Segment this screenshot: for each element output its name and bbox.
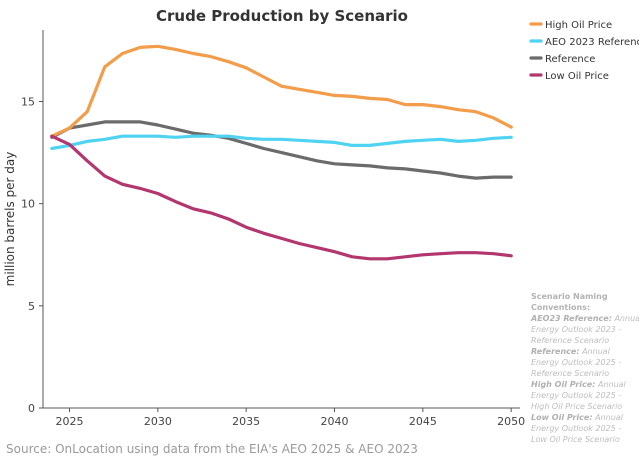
series-line-aeo-2023-reference <box>50 134 513 151</box>
x-tick-label: 2045 <box>409 415 437 428</box>
y-tick-label: 5 <box>28 300 35 313</box>
x-ticks: 2025 2030 2035 2040 2045 2050 <box>56 408 525 428</box>
y-tick-label: 15 <box>21 96 35 109</box>
series-line-high-oil-price <box>50 44 513 138</box>
legend-label: Reference <box>545 54 595 65</box>
y-axis-label: million barrels per day <box>3 152 17 287</box>
y-ticks: 0 5 10 15 <box>21 96 43 415</box>
series-line-reference <box>50 120 513 180</box>
x-tick-label: 2030 <box>144 415 172 428</box>
x-tick-label: 2035 <box>232 415 260 428</box>
note-entry: Low Oil Price: Annual Energy Outlook 2025… <box>531 413 624 444</box>
series-lines <box>50 44 513 261</box>
chart-title: Crude Production by Scenario <box>156 7 408 25</box>
note-entry: Reference: Annual Energy Outlook 2025 -Re… <box>531 347 621 378</box>
axes <box>42 30 520 409</box>
y-tick-label: 10 <box>21 198 35 211</box>
y-tick-label: 0 <box>28 402 35 415</box>
scenario-notes: Scenario Naming Conventions: AEO23 Refer… <box>530 292 639 444</box>
legend-label: High Oil Price <box>545 20 612 31</box>
legend-item-aeo-2023-reference[interactable]: AEO 2023 Reference <box>529 37 639 48</box>
note-entry: High Oil Price: Annual Energy Outlook 202… <box>531 380 627 411</box>
legend-item-high-oil-price[interactable]: High Oil Price <box>529 20 612 31</box>
legend[interactable]: High Oil Price AEO 2023 Reference Referenc… <box>529 20 639 82</box>
series-line-low-oil-price <box>50 134 513 261</box>
x-tick-label: 2040 <box>321 415 349 428</box>
legend-item-low-oil-price[interactable]: Low Oil Price <box>529 71 609 82</box>
legend-item-reference[interactable]: Reference <box>529 54 595 65</box>
legend-label: Low Oil Price <box>545 71 609 82</box>
source-caption: Source: OnLocation using data from the E… <box>6 442 418 456</box>
legend-label: AEO 2023 Reference <box>545 37 639 48</box>
x-tick-label: 2025 <box>56 415 84 428</box>
notes-heading: Scenario Naming Conventions: <box>531 292 610 312</box>
x-tick-label: 2050 <box>497 415 525 428</box>
